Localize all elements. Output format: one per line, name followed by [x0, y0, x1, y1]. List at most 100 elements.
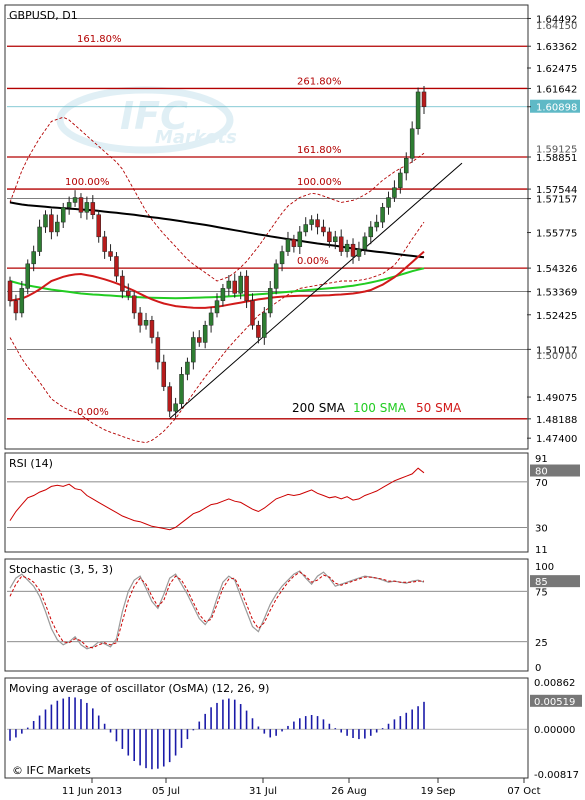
stochastic-label-highlight [530, 575, 580, 588]
bollinger-lower-band [9, 221, 425, 444]
candle-body-29 [173, 403, 178, 412]
candle-body-68 [404, 157, 409, 174]
candle-body-56 [333, 236, 338, 242]
candle-body-38 [226, 280, 232, 289]
candle-body-42 [250, 300, 255, 326]
price-axis-label-15: 1.48188 [536, 415, 577, 426]
candle-body-61 [362, 236, 368, 250]
time-axis-label-2: 05 Jul [152, 786, 180, 797]
osma-pane: 0.00862 0.00519 0.00000 -0.00817 Moving ave… [4, 677, 582, 781]
stochastic-axis-label-1: 100 [535, 562, 554, 573]
time-axis-label-5: 19 Sep [421, 786, 456, 797]
candle-body-41 [244, 275, 249, 301]
candle-body-40 [238, 275, 243, 294]
candle-body-30 [179, 374, 184, 405]
candle-body-2 [13, 300, 19, 314]
stochastic-title: Stochastic (3, 5, 3) [9, 563, 113, 576]
price-axis-partial-label-3: 1.50700 [536, 351, 577, 362]
price-label-highlight [530, 99, 580, 113]
rsi-axis-label-2: 80 [535, 467, 548, 478]
osma-axis-label-4: -0.00817 [534, 770, 579, 781]
candle-body-21 [126, 290, 131, 297]
fib-label-4: 100.00% [65, 177, 110, 188]
candle-body-3 [19, 288, 25, 314]
price-axis-label-12: 1.52425 [536, 311, 577, 322]
candle-body-34 [202, 324, 208, 343]
price-axis-label-11: 1.53369 [536, 288, 577, 299]
legend-100-sma: 100 SMA [353, 401, 407, 415]
candle-body-45 [267, 288, 273, 314]
candle-body-52 [309, 219, 314, 225]
stochastic-k-line [9, 570, 425, 650]
candle-body-32 [191, 337, 196, 363]
price-axis-label-14: 1.49075 [536, 393, 577, 404]
candle-body-65 [386, 197, 391, 208]
candle-body-62 [368, 226, 374, 238]
candle-body-70 [415, 91, 421, 130]
time-axis-label-1: 11 Jun 2013 [62, 786, 122, 797]
rsi-axis-label-1: 91 [535, 454, 548, 465]
rsi-axis-label-5: 11 [535, 545, 548, 556]
fib-label-2: 261.80% [297, 76, 342, 87]
candle-body-1 [7, 280, 13, 301]
sma-legend: 200 SMA 100 SMA 50 SMA [292, 401, 462, 415]
candle-body-57 [338, 236, 344, 252]
time-axis-label-3: 31 Jul [249, 786, 277, 797]
svg-text:Markets: Markets [155, 127, 237, 148]
candle-body-63 [374, 221, 379, 228]
candle-body-54 [321, 226, 326, 233]
candle-body-59 [350, 243, 356, 257]
candle-body-26 [155, 337, 161, 363]
chart-title: GBPUSD, D1 [9, 9, 78, 22]
candle-body-39 [232, 280, 237, 294]
candle-body-16 [96, 214, 101, 238]
candle-body-8 [49, 214, 54, 233]
candle-body-66 [392, 187, 397, 198]
rsi-axis-label-4: 30 [535, 523, 548, 534]
stochastic-axis-label-2: 85 [535, 577, 548, 588]
support-trendline [169, 162, 463, 419]
ifc-markets-watermark: IFC Markets [56, 86, 237, 154]
stochastic-axis-label-5: 0 [535, 663, 541, 674]
candle-body-48 [285, 239, 291, 252]
price-axis-label-7: 1.57544 [536, 185, 577, 196]
candle-body-44 [262, 312, 267, 338]
candle-body-25 [149, 320, 155, 338]
osma-axis-label-2: 0.00519 [534, 697, 575, 708]
candle-body-50 [297, 231, 303, 247]
rsi-title: RSI (14) [9, 457, 53, 470]
osma-axis-label-1: 0.00862 [534, 678, 575, 689]
candle-body-58 [344, 243, 350, 252]
time-axis: 11 Jun 2013 05 Jul 31 Jul 26 Aug 19 Sep 07 Oc… [62, 778, 541, 797]
bollinger-upper-band [9, 116, 425, 282]
price-pane: IFC Markets 161.80% 261.80% 161.80% 100.00%… [4, 4, 580, 450]
candle-body-15 [90, 202, 96, 215]
candle-body-10 [60, 207, 66, 223]
candle-body-43 [256, 324, 261, 338]
rsi-axis-label-3: 70 [535, 478, 548, 489]
price-axis-label-4: 1.61642 [536, 84, 577, 95]
candle-body-9 [55, 221, 60, 233]
price-axis-label-9: 1.55775 [536, 229, 577, 240]
candle-body-69 [409, 128, 415, 159]
price-axis-label-6: 1.58851 [536, 153, 577, 164]
candle-body-23 [137, 312, 143, 326]
price-axis-label-3: 1.62475 [536, 64, 577, 75]
price-axis-label-16: 1.47400 [536, 434, 577, 445]
stochastic-axis-label-4: 25 [535, 638, 548, 649]
candle-body-4 [25, 263, 30, 289]
candle-body-28 [167, 386, 172, 412]
price-axis-partial-label-2: 1.59125 [536, 144, 577, 155]
candle-body-11 [66, 202, 72, 208]
legend-200-sma: 200 SMA [292, 401, 346, 415]
time-axis-label-6: 07 Oct [507, 786, 540, 797]
candle-body-35 [208, 312, 214, 326]
candle-body-37 [220, 288, 226, 301]
candle-body-14 [84, 202, 90, 213]
candle-body-31 [185, 361, 190, 375]
candle-body-19 [114, 256, 119, 277]
candle-body-13 [78, 197, 84, 213]
fib-label-6: 0.00% [297, 256, 329, 267]
